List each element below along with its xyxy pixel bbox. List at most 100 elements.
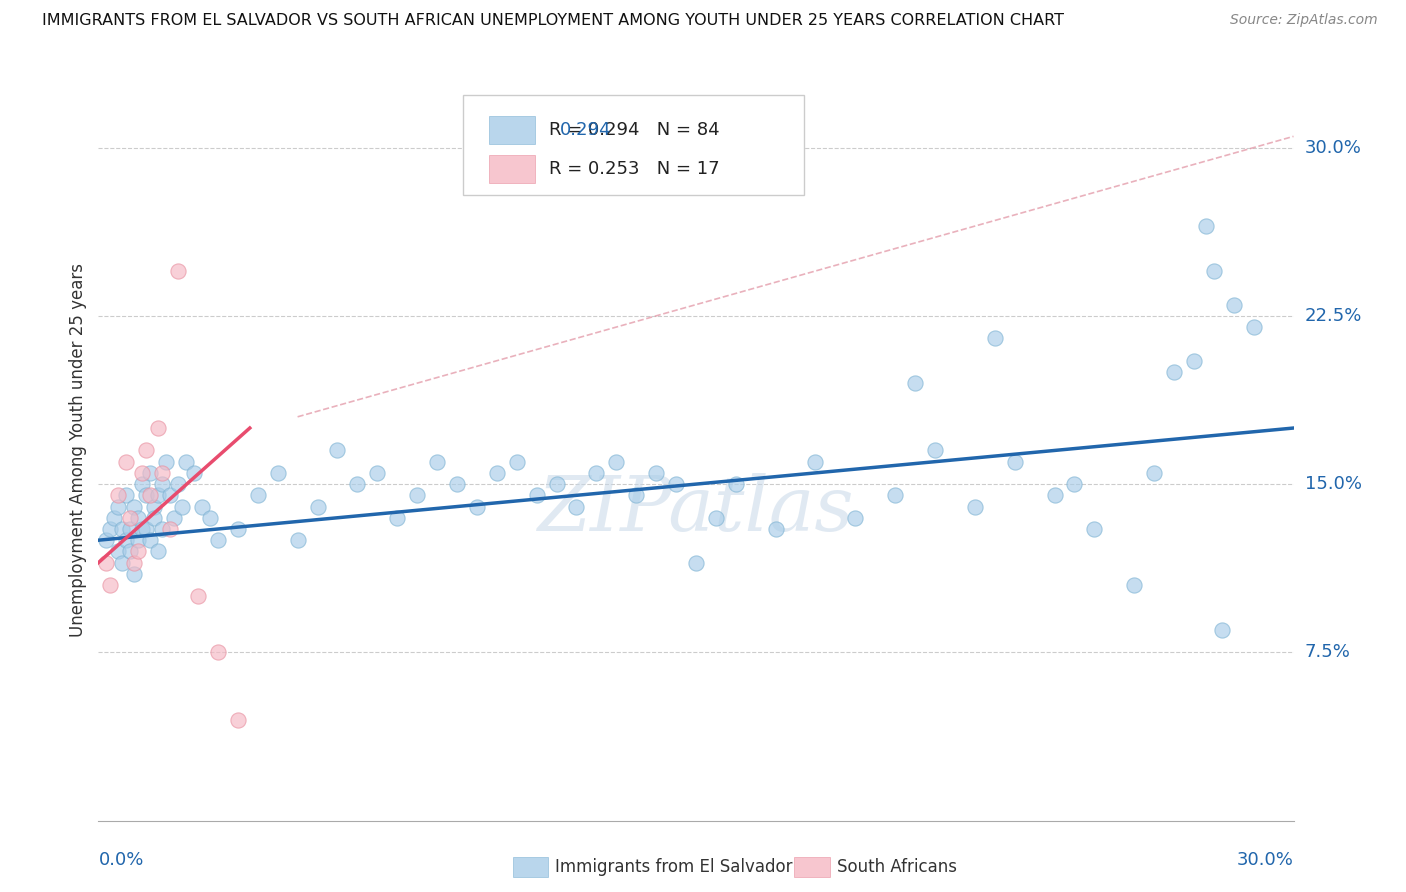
Point — [98, 522, 122, 536]
Point — [167, 477, 190, 491]
Point — [115, 533, 138, 548]
Point — [626, 488, 648, 502]
Point — [143, 500, 166, 514]
Point — [1223, 298, 1246, 312]
Point — [207, 533, 229, 548]
Point — [111, 522, 134, 536]
Point — [1043, 488, 1066, 502]
Point — [346, 477, 368, 491]
Text: 30.0%: 30.0% — [1237, 851, 1294, 869]
Point — [1123, 578, 1146, 592]
Point — [187, 589, 209, 603]
Point — [198, 510, 221, 524]
FancyBboxPatch shape — [463, 95, 804, 195]
Point — [107, 544, 129, 558]
Point — [115, 455, 138, 469]
Point — [159, 522, 181, 536]
Point — [127, 544, 149, 558]
Text: 0.294: 0.294 — [560, 120, 612, 139]
Point — [148, 488, 170, 502]
Point — [191, 500, 214, 514]
FancyBboxPatch shape — [489, 155, 534, 183]
Point — [111, 556, 134, 570]
Point — [884, 488, 907, 502]
Point — [685, 556, 707, 570]
Point — [150, 477, 173, 491]
Point — [506, 455, 529, 469]
Point — [307, 500, 329, 514]
Point — [107, 500, 129, 514]
Point — [135, 443, 157, 458]
Point — [1004, 455, 1026, 469]
Point — [155, 455, 177, 469]
Point — [1163, 365, 1185, 379]
Text: IMMIGRANTS FROM EL SALVADOR VS SOUTH AFRICAN UNEMPLOYMENT AMONG YOUTH UNDER 25 Y: IMMIGRANTS FROM EL SALVADOR VS SOUTH AFR… — [42, 13, 1064, 29]
Point — [485, 466, 508, 480]
Point — [127, 533, 149, 548]
Point — [115, 488, 138, 502]
Point — [1143, 466, 1166, 480]
Text: 30.0%: 30.0% — [1305, 138, 1361, 157]
Y-axis label: Unemployment Among Youth under 25 years: Unemployment Among Youth under 25 years — [69, 263, 87, 638]
Point — [1211, 623, 1233, 637]
Point — [135, 522, 157, 536]
Point — [605, 455, 627, 469]
Text: Source: ZipAtlas.com: Source: ZipAtlas.com — [1230, 13, 1378, 28]
Point — [1063, 477, 1085, 491]
Point — [526, 488, 548, 502]
Point — [139, 533, 162, 548]
Point — [139, 488, 162, 502]
Point — [120, 544, 142, 558]
Point — [174, 455, 197, 469]
Point — [172, 500, 194, 514]
Point — [406, 488, 429, 502]
Text: Immigrants from El Salvador: Immigrants from El Salvador — [555, 858, 793, 876]
Point — [446, 477, 468, 491]
Point — [287, 533, 309, 548]
Point — [1182, 353, 1205, 368]
Point — [645, 466, 668, 480]
Point — [167, 264, 190, 278]
Point — [143, 510, 166, 524]
Point — [131, 466, 153, 480]
Point — [1195, 219, 1218, 233]
Point — [127, 510, 149, 524]
Point — [326, 443, 349, 458]
Point — [148, 544, 170, 558]
Point — [465, 500, 488, 514]
Point — [124, 556, 146, 570]
Point — [120, 522, 142, 536]
Point — [585, 466, 607, 480]
Point — [159, 488, 181, 502]
Point — [924, 443, 946, 458]
Point — [131, 522, 153, 536]
Point — [139, 466, 162, 480]
Point — [704, 510, 727, 524]
Point — [150, 466, 173, 480]
Point — [844, 510, 866, 524]
Point — [366, 466, 388, 480]
Point — [163, 510, 186, 524]
Text: South Africans: South Africans — [837, 858, 956, 876]
Point — [267, 466, 290, 480]
Point — [904, 376, 927, 391]
Text: 22.5%: 22.5% — [1305, 307, 1362, 325]
Point — [1083, 522, 1105, 536]
Point — [103, 510, 125, 524]
Point — [96, 556, 118, 570]
Point — [765, 522, 787, 536]
Point — [246, 488, 269, 502]
Point — [984, 331, 1007, 345]
Point — [148, 421, 170, 435]
Point — [565, 500, 588, 514]
Point — [120, 510, 142, 524]
Point — [665, 477, 688, 491]
Text: ZIPatlas: ZIPatlas — [537, 473, 855, 547]
Point — [124, 500, 146, 514]
Point — [207, 645, 229, 659]
Point — [385, 510, 409, 524]
Point — [96, 533, 118, 548]
Text: 15.0%: 15.0% — [1305, 475, 1361, 493]
Point — [131, 477, 153, 491]
Point — [546, 477, 568, 491]
